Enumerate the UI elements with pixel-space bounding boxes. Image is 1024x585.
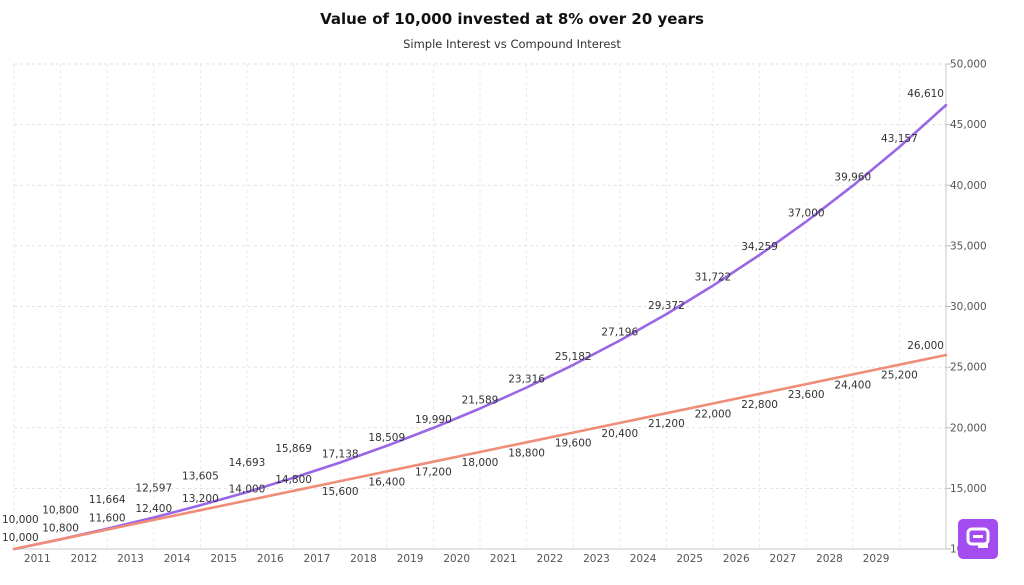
data-label-series-1: 10,800 — [42, 504, 79, 516]
data-label-series-1: 23,316 — [508, 374, 545, 386]
x-tick-label: 2012 — [71, 553, 98, 565]
data-label-series-1: 39,960 — [834, 172, 871, 184]
data-label-series-2: 17,200 — [415, 467, 452, 479]
data-labels: 10,00010,80011,66412,59713,60514,69315,8… — [2, 88, 944, 544]
x-tick-label: 2029 — [863, 553, 890, 565]
data-label-series-1: 43,157 — [881, 133, 918, 145]
x-tick-label: 2011 — [24, 553, 51, 565]
data-label-series-1: 14,693 — [229, 457, 266, 469]
data-label-series-1: 13,605 — [182, 470, 219, 482]
chat-bubble-icon — [966, 527, 990, 548]
x-tick-label: 2015 — [210, 553, 237, 565]
data-label-series-2: 10,000 — [2, 532, 39, 544]
data-label-series-2: 14,800 — [275, 474, 312, 486]
chat-logo-badge[interactable] — [958, 519, 998, 559]
data-label-series-2: 11,600 — [89, 513, 126, 525]
data-label-series-2: 18,800 — [508, 447, 545, 459]
y-tick-label: 30,000 — [950, 301, 987, 313]
x-tick-label: 2027 — [770, 553, 797, 565]
data-label-series-1: 34,259 — [741, 241, 778, 253]
data-label-series-1: 27,196 — [601, 326, 638, 338]
y-tick-label: 50,000 — [950, 59, 987, 71]
data-label-series-1: 29,372 — [648, 300, 685, 312]
x-tick-label: 2023 — [583, 553, 610, 565]
data-label-series-1: 37,000 — [788, 208, 825, 220]
chart-title: Value of 10,000 invested at 8% over 20 y… — [320, 10, 704, 28]
y-tick-label: 15,000 — [950, 483, 987, 495]
data-label-series-2: 22,800 — [741, 399, 778, 411]
x-tick-label: 2019 — [397, 553, 424, 565]
data-label-series-2: 16,400 — [368, 476, 405, 488]
x-tick-label: 2013 — [117, 553, 144, 565]
series-lines — [12, 103, 948, 551]
x-tick-label: 2018 — [350, 553, 377, 565]
x-tick-label: 2022 — [537, 553, 564, 565]
data-label-series-2: 25,200 — [881, 370, 918, 382]
x-tick-label: 2025 — [676, 553, 703, 565]
y-tick-label: 25,000 — [950, 362, 987, 374]
data-label-series-1: 25,182 — [555, 351, 592, 363]
x-axis: 2011 2012 2013 2014 2015 2016 2017 2018 2019 2020… — [24, 553, 890, 565]
y-axis: 10,00015,00020,00025,00030,00035,00040,0… — [14, 59, 987, 556]
x-tick-label: 2026 — [723, 553, 750, 565]
y-tick-label: 20,000 — [950, 422, 987, 434]
y-tick-label: 35,000 — [950, 240, 987, 252]
x-tick-label: 2014 — [164, 553, 191, 565]
data-label-series-2: 20,400 — [601, 428, 638, 440]
series-line-1 — [12, 103, 948, 551]
series-line-2 — [12, 353, 948, 551]
data-label-series-2: 24,400 — [834, 379, 871, 391]
data-label-series-1: 19,990 — [415, 414, 452, 426]
data-label-series-1: 10,000 — [2, 514, 39, 526]
data-label-series-1: 31,722 — [695, 272, 732, 284]
data-label-series-2: 23,600 — [788, 389, 825, 401]
x-tick-label: 2016 — [257, 553, 284, 565]
chart-subtitle: Simple Interest vs Compound Interest — [403, 37, 621, 51]
y-tick-label: 45,000 — [950, 119, 987, 131]
data-label-series-2: 26,000 — [907, 340, 944, 352]
x-tick-label: 2020 — [443, 553, 470, 565]
data-label-series-1: 46,610 — [907, 88, 944, 100]
data-label-series-1: 12,597 — [135, 483, 172, 495]
data-label-series-1: 15,869 — [275, 443, 312, 455]
grid — [13, 63, 947, 550]
data-label-series-2: 12,400 — [135, 503, 172, 515]
x-tick-label: 2021 — [490, 553, 517, 565]
x-tick-label: 2028 — [816, 553, 843, 565]
x-tick-label: 2024 — [630, 553, 657, 565]
data-label-series-2: 19,600 — [555, 438, 592, 450]
data-label-series-1: 18,509 — [368, 432, 405, 444]
data-label-series-1: 21,589 — [462, 394, 499, 406]
data-label-series-2: 13,200 — [182, 493, 219, 505]
data-label-series-2: 18,000 — [462, 457, 499, 469]
data-label-series-2: 15,600 — [322, 486, 359, 498]
data-label-series-2: 10,800 — [42, 522, 79, 534]
y-tick-label: 40,000 — [950, 180, 987, 192]
data-label-series-2: 14,000 — [229, 484, 266, 496]
data-label-series-2: 22,000 — [695, 409, 732, 421]
x-tick-label: 2017 — [304, 553, 331, 565]
data-label-series-1: 17,138 — [322, 448, 359, 460]
data-label-series-1: 11,664 — [89, 494, 126, 506]
data-label-series-2: 21,200 — [648, 418, 685, 430]
